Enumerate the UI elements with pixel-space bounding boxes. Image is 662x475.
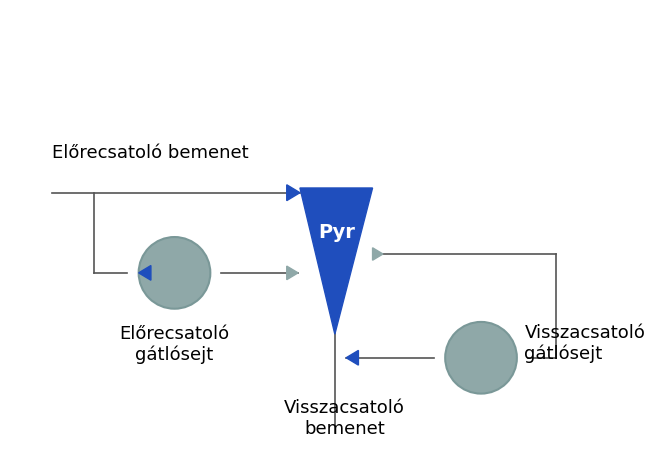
Text: Visszacsatoló
gátlósejt: Visszacsatoló gátlósejt [524, 324, 645, 363]
Polygon shape [287, 185, 300, 200]
Circle shape [445, 322, 517, 394]
Polygon shape [287, 266, 298, 280]
Polygon shape [373, 248, 383, 260]
Text: Előrecsatoló bemenet: Előrecsatoló bemenet [52, 144, 248, 162]
Text: Előrecsatoló
gátlósejt: Előrecsatoló gátlósejt [119, 325, 230, 364]
Polygon shape [300, 188, 373, 334]
Polygon shape [346, 351, 358, 365]
Polygon shape [138, 266, 151, 280]
Text: Pyr: Pyr [318, 223, 355, 242]
Circle shape [138, 237, 211, 309]
Text: Visszacsatoló
bemenet: Visszacsatoló bemenet [284, 399, 404, 438]
